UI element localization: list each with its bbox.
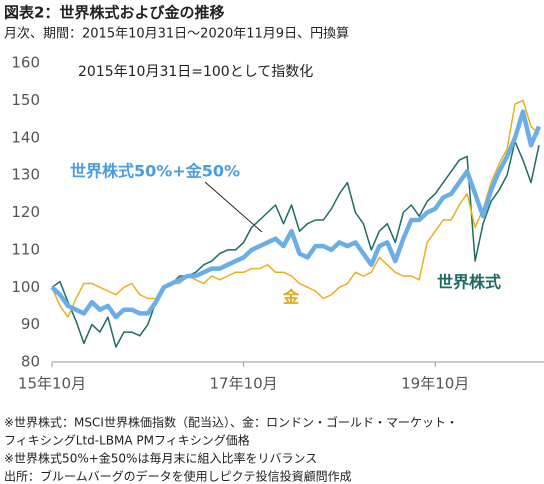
y-tick-label: 140 — [11, 128, 40, 146]
y-tick-label: 150 — [11, 91, 40, 109]
series-label: 世界株式 — [437, 273, 501, 292]
x-tick-label: 15年10月 — [18, 375, 86, 393]
chart-subtitle: 月次、期間：2015年10月31日～2020年11月9日、円換算 — [4, 26, 349, 42]
y-tick-label: 130 — [11, 166, 40, 184]
x-tick-label: 19年10月 — [401, 375, 469, 393]
note: ※世界株式：MSCI世界株価指数（配当込）、金：ロンドン・ゴールド・マーケット・ — [4, 415, 458, 430]
annotation: 2015年10月31日=100として指数化 — [78, 64, 313, 80]
y-tick-label: 120 — [11, 203, 40, 221]
series-line — [51, 99, 540, 318]
x-tick-label: 17年10月 — [210, 375, 278, 393]
chart-title: 図表2：世界株式および金の推移 — [4, 4, 224, 22]
note: 出所：ブルームバーグのデータを使用しピクテ投信投資顧問作成 — [4, 469, 352, 484]
note: フィキシングLtd-LBMA PMフィキシング価格 — [4, 433, 250, 448]
y-tick-label: 110 — [11, 240, 40, 258]
notes: ※世界株式：MSCI世界株価指数（配当込）、金：ロンドン・ゴールド・マーケット・… — [4, 415, 458, 484]
series-line — [51, 140, 540, 348]
y-tick-label: 90 — [21, 315, 40, 333]
series-label: 世界株式50%+金50% — [70, 162, 240, 181]
note: ※世界株式50%+金50%は毎月末に組入比率をリバランス — [4, 451, 317, 466]
y-tick-label: 80 — [21, 353, 40, 371]
y-tick-label: 160 — [11, 54, 40, 72]
series-line — [50, 109, 542, 320]
series-label: 金 — [282, 288, 300, 307]
pointer-line — [204, 181, 263, 233]
y-tick-label: 100 — [11, 278, 40, 296]
